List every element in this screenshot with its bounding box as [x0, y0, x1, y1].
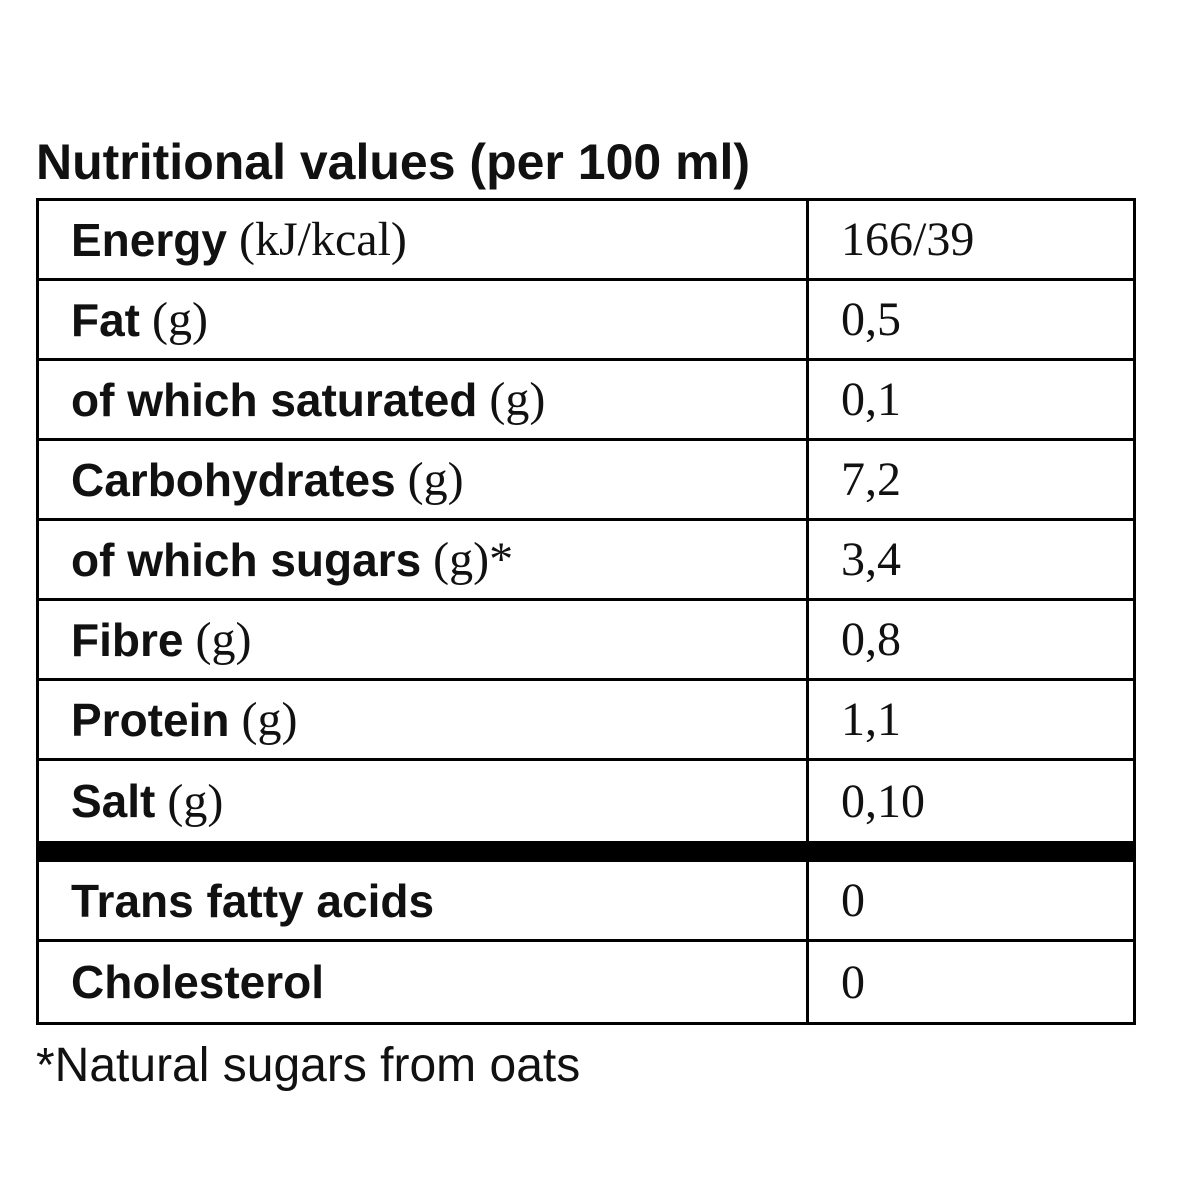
row-label: Cholesterol [39, 942, 809, 1022]
footnote: *Natural sugars from oats [36, 1039, 581, 1092]
nutrient-name: of which saturated [71, 373, 478, 426]
nutrient-unit: (kJ/kcal) [238, 213, 407, 266]
nutrient-value: 1,1 [841, 693, 901, 746]
row-label: Salt (g) [39, 761, 809, 841]
nutrient-unit: (g) [152, 293, 208, 346]
table-row-protein: Protein (g) 1,1 [39, 681, 1133, 761]
row-label: of which saturated (g) [39, 361, 809, 438]
nutrient-value: 0 [841, 874, 865, 927]
nutrient-name: Fibre [71, 613, 184, 666]
nutrient-value: 166/39 [841, 213, 975, 266]
nutrient-name: Carbohydrates [71, 453, 396, 506]
row-label: Energy (kJ/kcal) [39, 201, 809, 278]
nutrient-unit: (g)* [433, 533, 514, 586]
nutrient-name: Salt [71, 775, 156, 827]
table-row-trans-fat: Trans fatty acids 0 [39, 862, 1133, 942]
nutrient-value: 0 [841, 955, 865, 1009]
nutrient-unit: (g) [489, 373, 546, 426]
row-label: Carbohydrates (g) [39, 441, 809, 518]
nutrient-value: 0,8 [841, 613, 901, 666]
nutrient-name: Fat [71, 293, 140, 346]
nutrient-name: Trans fatty acids [71, 874, 435, 927]
table-row-fat: Fat (g) 0,5 [39, 281, 1133, 361]
nutrient-value: 0,10 [841, 774, 925, 828]
nutrient-value: 0,5 [841, 293, 901, 346]
table-row-salt: Salt (g) 0,10 [39, 761, 1133, 841]
nutrient-value: 0,1 [841, 373, 901, 426]
row-label: of which sugars (g)* [39, 521, 809, 598]
nutrient-value: 3,4 [841, 533, 901, 586]
table-row-fibre: Fibre (g) 0,8 [39, 601, 1133, 681]
nutrient-value: 7,2 [841, 453, 901, 506]
row-label: Protein (g) [39, 681, 809, 758]
table-row-cholesterol: Cholesterol 0 [39, 942, 1133, 1022]
table-row-saturated: of which saturated (g) 0,1 [39, 361, 1133, 441]
row-label: Trans fatty acids [39, 862, 809, 939]
nutrient-unit: (g) [195, 613, 252, 666]
nutrient-unit: (g) [167, 774, 224, 828]
double-rule-divider [39, 841, 1133, 862]
nutrient-name: Cholesterol [71, 956, 325, 1008]
nutrition-table: Energy (kJ/kcal) 166/39 Fat (g) 0,5 of w… [36, 198, 1136, 1025]
nutrient-name: Energy [71, 213, 227, 266]
nutrient-name: of which sugars [71, 533, 422, 586]
table-row-sugars: of which sugars (g)* 3,4 [39, 521, 1133, 601]
nutrient-unit: (g) [407, 453, 464, 506]
table-title: Nutritional values (per 100 ml) [36, 134, 751, 190]
table-row-carbohydrates: Carbohydrates (g) 7,2 [39, 441, 1133, 521]
nutrient-name: Protein [71, 693, 230, 746]
row-label: Fat (g) [39, 281, 809, 358]
row-label: Fibre (g) [39, 601, 809, 678]
table-row-energy: Energy (kJ/kcal) 166/39 [39, 201, 1133, 281]
nutrient-unit: (g) [241, 693, 298, 746]
